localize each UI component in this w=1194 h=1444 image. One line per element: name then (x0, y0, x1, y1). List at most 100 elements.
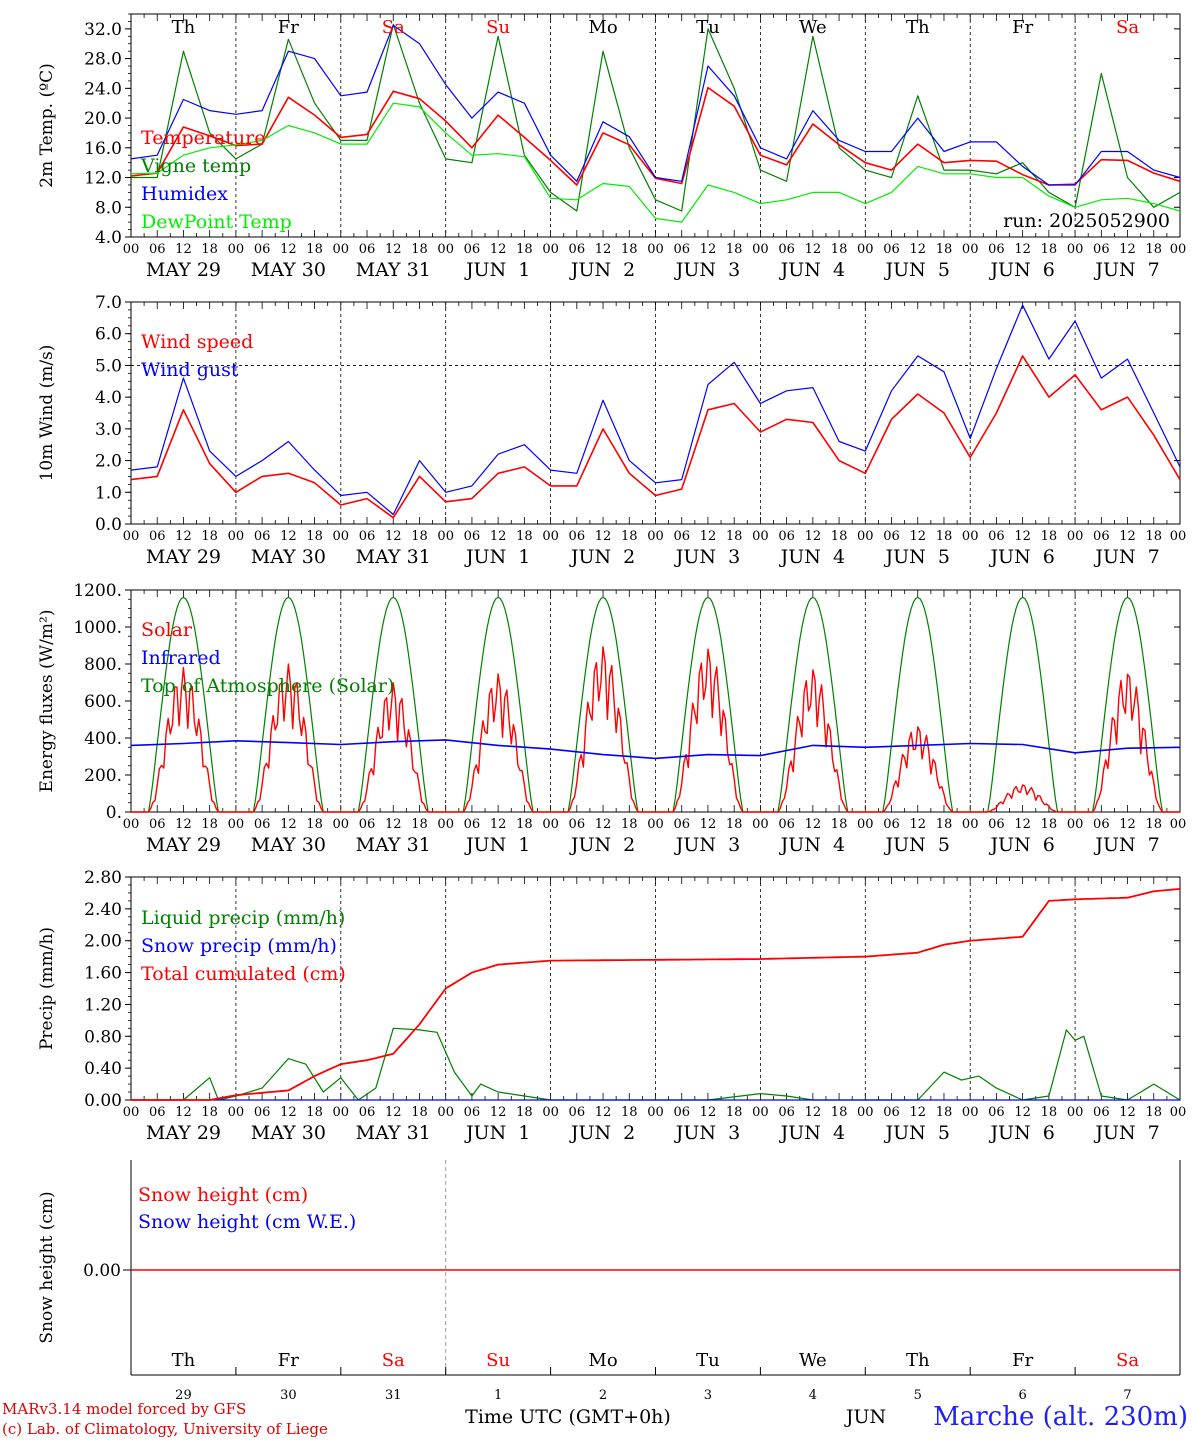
date-label: JUN 1 (464, 259, 530, 281)
date-label: JUN 7 (1093, 546, 1159, 568)
day-label: Sa (1116, 1350, 1139, 1371)
date-label: JUN 2 (569, 259, 635, 281)
hour-tick-label: 00 (752, 529, 769, 544)
hour-tick-label: 00 (857, 529, 874, 544)
day-label: Th (172, 1350, 196, 1371)
hour-tick-label: 12 (490, 529, 507, 544)
hour-tick-label: 12 (1014, 817, 1031, 832)
day-label: Mo (588, 17, 617, 38)
x-axis-label: Time UTC (GMT+0h) (465, 1406, 671, 1428)
y-tick-label: 1.0 (95, 483, 122, 503)
hour-tick-label: 00 (752, 1105, 769, 1120)
day-number-label: 7 (1123, 1388, 1131, 1403)
hour-tick-label: 00 (123, 1105, 140, 1120)
day-number-label: 5 (914, 1388, 922, 1403)
date-label: JUN 1 (464, 834, 530, 856)
hour-tick-label: 00 (647, 242, 664, 257)
hour-tick-label: 06 (569, 1105, 586, 1120)
hour-tick-label: 06 (883, 242, 900, 257)
hour-tick-label: 18 (1146, 817, 1163, 832)
date-label: JUN 3 (674, 259, 740, 281)
hour-tick-label: 00 (647, 817, 664, 832)
credit-line-1: MARv3.14 model forced by GFS (2, 1400, 247, 1418)
hour-tick-label: 06 (988, 529, 1005, 544)
day-label: Su (486, 1350, 510, 1371)
day-number-label: 31 (385, 1388, 402, 1403)
hour-tick-label: 06 (1093, 817, 1110, 832)
day-label: Tu (696, 1350, 720, 1371)
hour-tick-label: 00 (752, 817, 769, 832)
date-label: JUN 4 (779, 259, 845, 281)
hour-tick-label: 12 (909, 1105, 926, 1120)
y-tick-label: 0.80 (84, 1027, 122, 1047)
hour-tick-label: 12 (595, 1105, 612, 1120)
date-label: JUN 3 (674, 834, 740, 856)
hour-tick-label: 06 (149, 529, 166, 544)
hour-tick-label: 06 (569, 529, 586, 544)
hour-tick-label: 12 (385, 1105, 402, 1120)
hour-tick-label: 06 (254, 242, 271, 257)
hour-tick-label: 12 (909, 529, 926, 544)
hour-tick-label: 00 (228, 242, 245, 257)
hour-tick-label: 00 (1067, 817, 1084, 832)
date-label: JUN 4 (779, 834, 845, 856)
hour-tick-label: 00 (333, 242, 350, 257)
day-label: Fr (278, 1350, 299, 1371)
hour-tick-label: 12 (700, 1105, 717, 1120)
hour-tick-label: 18 (1146, 1105, 1163, 1120)
date-label: MAY 30 (251, 259, 326, 281)
hour-tick-label: 12 (1014, 242, 1031, 257)
y-tick-label: 0.0 (95, 515, 122, 535)
hour-tick-label: 00 (1067, 1105, 1084, 1120)
date-label: MAY 30 (251, 1122, 326, 1144)
hour-tick-label: 18 (516, 529, 533, 544)
hour-tick-label: 18 (936, 1105, 953, 1120)
hour-tick-label: 18 (831, 242, 848, 257)
y-tick-label: 0.00 (84, 1091, 122, 1111)
hour-tick-label: 00 (437, 529, 454, 544)
hour-tick-label: 12 (175, 1105, 192, 1120)
day-label: Th (172, 17, 196, 38)
hour-tick-label: 06 (149, 1105, 166, 1120)
hour-tick-label: 12 (805, 529, 822, 544)
hour-tick-label: 00 (1067, 242, 1084, 257)
date-label: JUN 1 (464, 546, 530, 568)
hour-tick-label: 18 (201, 1105, 218, 1120)
hour-tick-label: 12 (1119, 529, 1136, 544)
hour-tick-label: 12 (909, 242, 926, 257)
hour-tick-label: 12 (385, 242, 402, 257)
hour-tick-label: 06 (569, 817, 586, 832)
hour-tick-label: 00 (1170, 242, 1187, 257)
hour-tick-label: 12 (385, 529, 402, 544)
hour-tick-label: 18 (1041, 1105, 1058, 1120)
y-tick-label: 2.40 (84, 900, 122, 920)
day-label: Sa (1116, 17, 1139, 38)
hour-tick-label: 06 (464, 817, 481, 832)
hour-tick-label: 00 (542, 242, 559, 257)
day-label: Fr (1012, 17, 1033, 38)
y-tick-label: 1000. (73, 618, 122, 638)
hour-tick-label: 18 (1041, 242, 1058, 257)
date-label: JUN 3 (674, 546, 740, 568)
hour-tick-label: 06 (359, 529, 376, 544)
hour-tick-label: 00 (437, 242, 454, 257)
hour-tick-label: 00 (647, 529, 664, 544)
hour-tick-label: 12 (1119, 817, 1136, 832)
hour-tick-label: 06 (149, 242, 166, 257)
hour-tick-label: 00 (1170, 817, 1187, 832)
y-axis-label: 2m Temp. (ºC) (37, 63, 57, 188)
y-tick-label: 0.00 (83, 1261, 121, 1281)
day-label: Sa (382, 17, 405, 38)
date-label: JUN 4 (779, 1122, 845, 1144)
y-tick-label: 0.40 (84, 1059, 122, 1079)
solar-line (131, 646, 1180, 813)
hour-tick-label: 12 (1119, 1105, 1136, 1120)
hour-tick-label: 18 (516, 242, 533, 257)
hour-tick-label: 06 (464, 529, 481, 544)
date-label: JUN 4 (779, 546, 845, 568)
hour-tick-label: 06 (464, 1105, 481, 1120)
hour-tick-label: 00 (647, 1105, 664, 1120)
date-label: JUN 5 (884, 834, 950, 856)
day-number-label: 4 (809, 1388, 817, 1403)
